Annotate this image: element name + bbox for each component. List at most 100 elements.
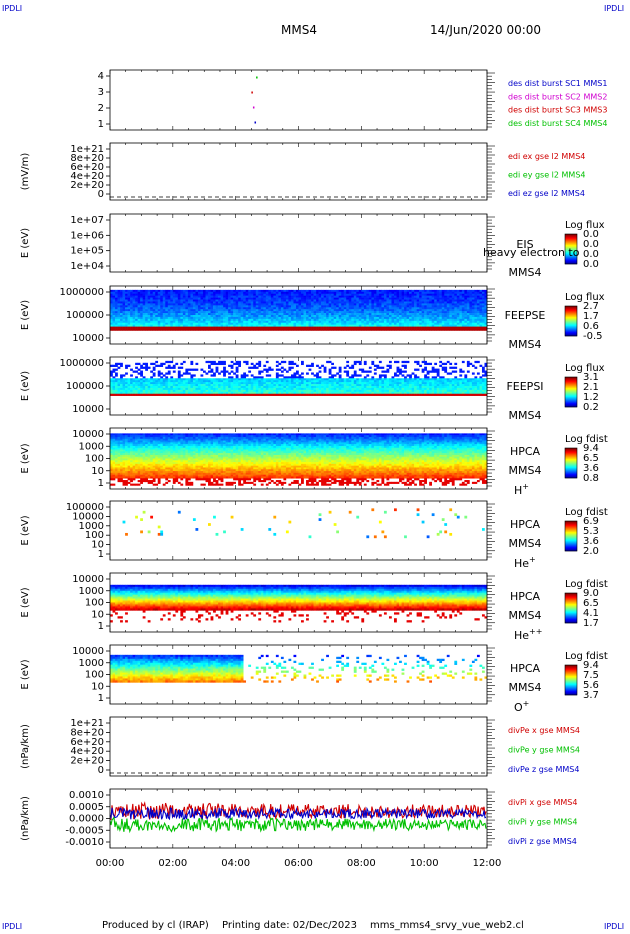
spectrogram-cell <box>391 315 395 318</box>
spectrogram-cell <box>127 387 131 391</box>
spectrogram-cell <box>388 311 392 314</box>
colorbar-cell <box>565 318 577 320</box>
spectrogram-cell <box>230 297 234 300</box>
spectrogram-cell <box>306 389 309 393</box>
spectrogram-cell <box>223 318 226 322</box>
spectrogram-cell <box>182 372 186 375</box>
spectrogram-cell <box>125 391 128 395</box>
spectrogram-cell <box>177 382 181 385</box>
spectrogram-cell <box>132 313 136 316</box>
spectrogram-cell <box>225 378 229 381</box>
spectrogram-cell <box>175 387 179 391</box>
spectrogram-cell <box>348 315 352 318</box>
spectrogram-cell <box>328 303 332 306</box>
spectrogram-cell <box>125 320 128 324</box>
spectrogram-cell <box>456 291 460 295</box>
spectrogram-cell <box>208 389 211 393</box>
spectrogram-cell <box>308 324 312 327</box>
spectrogram-cell <box>446 307 450 310</box>
spectrogram-cell <box>220 305 224 308</box>
spectrogram-cell <box>481 301 485 304</box>
spectrogram-cell <box>187 293 191 296</box>
spectrogram-cell <box>268 324 272 327</box>
spectrogram-cell <box>434 316 438 320</box>
spectrogram-cell <box>361 291 365 295</box>
spectrogram-cell <box>195 301 199 304</box>
spectrogram-cell <box>348 389 352 393</box>
spectrogram-cell <box>358 297 362 300</box>
spectrogram-cell <box>197 326 201 329</box>
spectrogram-cell <box>280 309 284 312</box>
spectrogram-cell <box>434 313 438 316</box>
spectrogram-cell <box>218 324 221 327</box>
spectrogram-cell <box>363 326 367 329</box>
spectrogram-cell <box>270 318 274 322</box>
spectrogram-cell <box>341 309 345 312</box>
spectrogram-cell <box>285 380 289 383</box>
spectrogram-cell <box>187 386 191 389</box>
spectrogram-cell <box>202 391 206 395</box>
spectrogram-cell <box>444 291 448 295</box>
spectrogram-cell <box>258 389 262 393</box>
spectrogram-cell <box>223 322 226 325</box>
spectrogram-cell <box>265 297 269 300</box>
spectrogram-cell <box>356 316 360 320</box>
spectrogram-cell <box>197 307 201 310</box>
spectrogram-cell <box>223 387 226 391</box>
spectrogram-cell <box>290 328 294 331</box>
spectrogram-cell <box>122 387 126 391</box>
spectrogram-cell <box>409 315 412 318</box>
spectrogram-cell <box>479 313 483 316</box>
spectrogram-cell <box>160 313 164 316</box>
spectrogram-cell <box>373 305 377 308</box>
spectrogram-cell <box>263 326 267 329</box>
spectrogram-cell <box>401 307 405 310</box>
spectrogram-cell <box>411 307 415 310</box>
colorbar-tick-label: 1.7 <box>583 311 599 322</box>
spectrogram-cell <box>218 386 221 389</box>
spectrogram-cell <box>218 309 221 312</box>
spectrogram-cell <box>298 378 302 381</box>
spectrogram-cell <box>230 376 234 379</box>
spectrogram-cell <box>152 389 156 393</box>
spectrogram-cell <box>278 389 282 393</box>
spectrogram-cell <box>180 293 184 296</box>
spectrogram-cell <box>130 297 133 300</box>
spectrogram-cell <box>431 326 435 329</box>
spectrogram-cell <box>326 309 329 312</box>
spectrogram-cell <box>481 326 485 329</box>
spectrogram-cell <box>112 320 116 324</box>
spectrogram-cell <box>471 303 475 306</box>
colorbar-cell <box>565 236 577 238</box>
spectrogram-cell <box>233 291 236 295</box>
spectrogram-cell <box>388 301 392 304</box>
spectrogram-cell <box>137 293 141 296</box>
spectrogram-cell <box>180 316 184 320</box>
spectrogram-cell <box>142 295 146 298</box>
spectrogram-cell <box>135 311 138 314</box>
spectrogram-cell <box>223 393 226 396</box>
spectrogram-cell <box>200 386 204 389</box>
spectrogram-cell <box>215 366 219 369</box>
spectrogram-cell <box>414 311 417 314</box>
spectrogram-cell <box>388 382 392 385</box>
spectrogram-cell <box>115 318 118 322</box>
spectrogram-cell <box>283 295 287 298</box>
spectrogram-cell <box>373 313 377 316</box>
spectrogram-cell <box>160 376 164 379</box>
spectrogram-cell <box>238 291 241 295</box>
spectrogram-cell <box>150 313 154 316</box>
y-axis-label: (mV/m) <box>20 153 31 191</box>
spectrogram-cell <box>208 305 211 308</box>
spectrogram-cell <box>371 324 375 327</box>
spectrogram-cell <box>245 328 249 331</box>
panel-frame <box>109 213 488 273</box>
spectrogram-cell <box>150 384 154 387</box>
spectrogram-cell <box>172 382 176 385</box>
spectrogram-cell <box>185 307 189 310</box>
spectrogram-cell <box>130 316 133 320</box>
burst-mark <box>256 76 258 79</box>
spectrogram-cell <box>205 297 209 300</box>
spectrogram-cell <box>288 386 292 389</box>
spectrogram-cell <box>368 386 372 389</box>
